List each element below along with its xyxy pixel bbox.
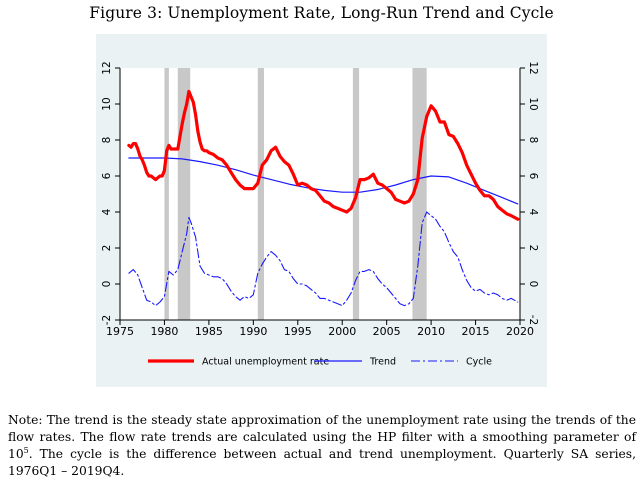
- y-tick-label-left: 2: [101, 245, 113, 252]
- y-tick-label-left: 12: [101, 61, 113, 74]
- y-tick-label-right: 8: [527, 137, 539, 144]
- note-superscript: 5: [23, 445, 29, 455]
- y-tick-label-left: -2: [101, 315, 113, 325]
- x-tick-label: 2005: [373, 325, 401, 338]
- recession-band-2: [177, 68, 191, 320]
- x-tick-label: 1995: [284, 325, 312, 338]
- y-tick-label-right: -2: [527, 315, 539, 325]
- figure-note: Note: The trend is the steady state appr…: [8, 412, 636, 480]
- x-tick-label: 1975: [106, 325, 134, 338]
- y-tick-label-left: 0: [101, 281, 113, 288]
- y-tick-label-right: 2: [527, 245, 539, 252]
- y-tick-label-right: 0: [527, 281, 539, 288]
- y-tick-label-left: 6: [101, 172, 113, 179]
- x-tick-label: 2020: [506, 325, 534, 338]
- y-tick-label-right: 4: [527, 209, 539, 216]
- recession-band-1: [164, 68, 169, 320]
- y-tick-label-left: 10: [101, 97, 113, 110]
- x-tick-label: 1980: [150, 325, 178, 338]
- series-line-cycle: [128, 211, 519, 307]
- series-line-trend: [128, 157, 519, 205]
- y-tick-label-right: 6: [527, 173, 539, 180]
- y-tick-label-right: 10: [527, 97, 539, 110]
- unemployment-chart: -2 -2 0 0 2 2 4 4 6 6 8 8 10 10 12 12 1975 1980 1985 1990 19…: [101, 61, 539, 368]
- y-tick-label-left: 4: [101, 208, 113, 215]
- x-tick-label: 1990: [239, 325, 267, 338]
- y-tick-label-right: 12: [527, 61, 539, 74]
- recession-band-3: [257, 68, 264, 320]
- note-text-1: Note: The trend is the steady state appr…: [8, 413, 636, 461]
- legend-label-trend: Trend: [369, 357, 396, 368]
- chart-panel: -2 -2 0 0 2 2 4 4 6 6 8 8 10 10 12 12 1975 1980 1985 1990 19…: [96, 34, 547, 387]
- y-tick-label-left: 8: [101, 137, 113, 144]
- x-tick-label: 1985: [195, 325, 223, 338]
- x-tick-label: 2000: [328, 325, 356, 338]
- series-line-actual-unemployment-rate: [127, 89, 520, 221]
- x-tick-label: 2015: [462, 325, 490, 338]
- note-text-2: . The cycle is the difference between ac…: [8, 447, 636, 478]
- legend-label-actual-unemployment-rate: Actual unemployment rate: [202, 357, 329, 368]
- x-tick-label: 2010: [417, 325, 445, 338]
- figure-title: Figure 3: Unemployment Rate, Long-Run Tr…: [89, 4, 554, 22]
- legend-label-cycle: Cycle: [466, 357, 492, 368]
